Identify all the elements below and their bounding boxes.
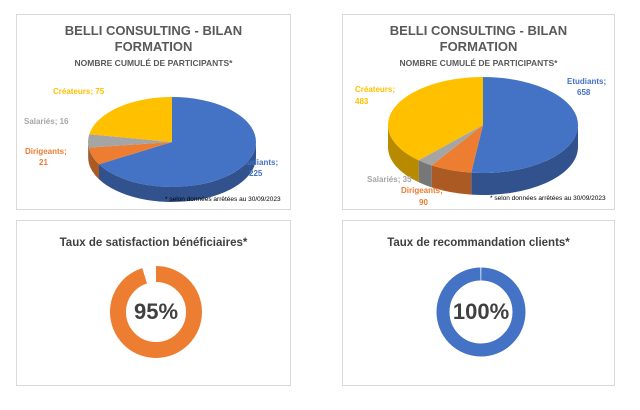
chart-title: BELLI CONSULTING - BILAN FORMATION [389,23,568,54]
donut-chart-panel-satisfaction: Taux de satisfaction bénéficiaires* 95% [16,220,291,386]
pie-slice-créateurs [89,97,172,142]
chart-footnote: * selon données arrêtées au 30/09/2023 [490,195,606,202]
data-label: 90 [419,198,428,207]
pie-slice-side-dirigeants [431,165,472,195]
data-label: 225 [249,169,263,178]
pie-chart-2: Etudiants; 658 Dirigeants; 90 Salariés; 35 Cr… [355,77,606,207]
pie-chart-1: Etudiants; 225 Dirigeants; 21 Salariés; 16 Cr… [24,87,278,202]
chart-title: Taux de satisfaction bénéficiaires* [59,237,248,249]
pie-slice-dirigeants [88,142,172,165]
pie-chart-panel-1: BELLI CONSULTING - BILAN FORMATION NOMBR… [16,14,291,210]
pie-slice-side-dirigeants [88,147,99,180]
pie-slice-etudiants [471,77,578,173]
donut-chart-satisfaction: 95% [110,266,202,358]
data-label: Créateurs; [355,85,395,94]
data-label: Etudiants; [239,158,278,167]
pie-chart-panel-2: BELLI CONSULTING - BILAN FORMATION NOMBR… [342,14,615,210]
data-label: Dirigeants; [401,186,443,195]
chart-footnote: * selon données arrêtées au 30/09/2023 [165,196,281,203]
data-label: Dirigeants; [25,147,67,156]
pie-slice-salariés [418,125,483,166]
pie-slice-etudiants [98,97,256,187]
data-label: Salariés; 16 [24,117,69,126]
pie-slice-salariés [88,134,172,148]
chart-subtitle: NOMBRE CUMULÉ DE PARTICIPANTS* [74,58,233,68]
chart-title: Taux de recommandation clients* [387,237,570,249]
donut-value-arc [110,266,202,358]
data-label: Etudiants; [567,77,606,86]
pie-slice-side-créateurs [388,125,419,183]
pie-slice-créateurs [388,77,483,161]
data-label: Créateurs; 75 [53,87,105,96]
chart-subtitle: NOMBRE CUMULÉ DE PARTICIPANTS* [399,58,558,68]
pie-slice-dirigeants [431,125,483,173]
donut-value-label: 95% [134,299,178,324]
data-label: 658 [577,88,591,97]
data-label: Salariés; 35 [367,175,412,184]
pie-slice-side-etudiants [471,125,578,195]
data-label: 483 [355,97,369,106]
donut-value-label: 100% [453,299,509,324]
pie-slice-side-salariés [418,160,432,188]
data-label: 21 [39,158,48,167]
donut-chart-panel-recommandation: Taux de recommandation clients* 100% [342,220,615,386]
donut-value-arc [436,267,526,357]
chart-title: BELLI CONSULTING - BILAN FORMATION [64,23,243,54]
donut-chart-recommandation: 100% [436,267,526,357]
pie-slice-side-etudiants [98,142,256,202]
pie-slice-side-salariés [88,142,89,163]
